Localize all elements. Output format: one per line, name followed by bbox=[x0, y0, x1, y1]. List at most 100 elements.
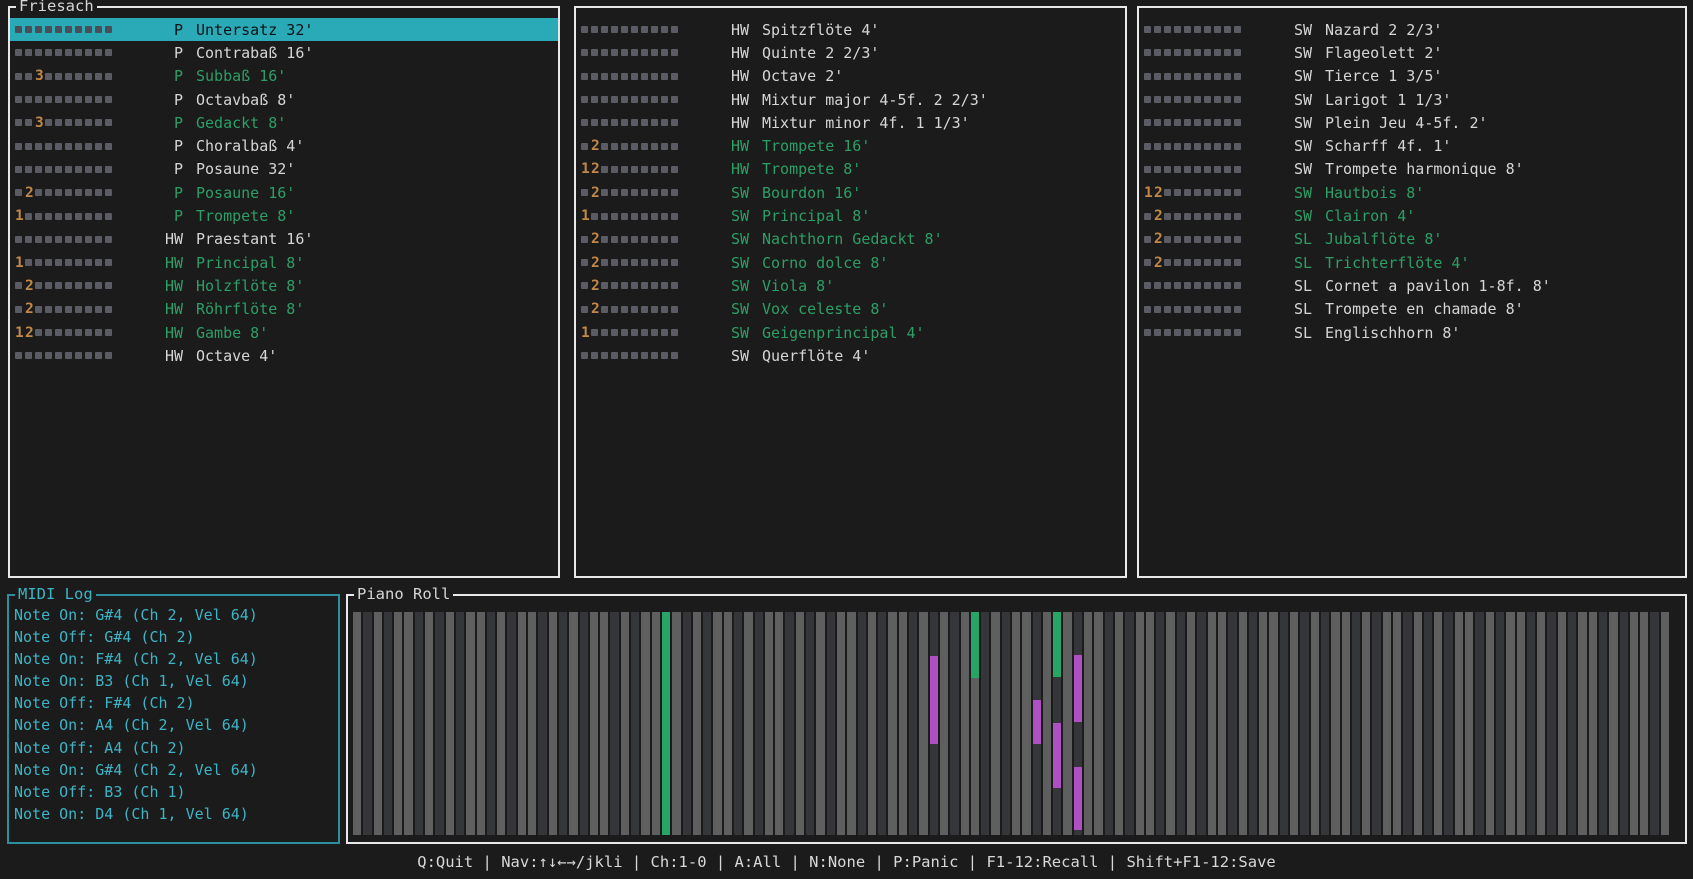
stop-row[interactable]: 2 SW Vox celeste 8' bbox=[576, 298, 1125, 321]
stop-row[interactable]: 3 P Gedackt 8' bbox=[10, 111, 558, 134]
stop-row[interactable]: SL Cornet a pavilon 1-8f. 8' bbox=[1139, 274, 1685, 297]
stop-row[interactable]: SW Larigot 1 1/3' bbox=[1139, 88, 1685, 111]
stop-row[interactable]: HW Octave 2' bbox=[576, 65, 1125, 88]
stop-row[interactable]: HW Quinte 2 2/3' bbox=[576, 41, 1125, 64]
stop-row[interactable]: SW Trompete harmonique 8' bbox=[1139, 158, 1685, 181]
piano-roll-white-key bbox=[353, 612, 362, 835]
meter-square bbox=[15, 26, 22, 34]
piano-roll-title: Piano Roll bbox=[354, 584, 454, 604]
meter-square bbox=[25, 235, 32, 243]
stop-row[interactable]: P Untersatz 32' bbox=[10, 18, 558, 42]
meter-square bbox=[641, 165, 648, 173]
stop-row[interactable]: SW Nazard 2 2/3' bbox=[1139, 18, 1685, 41]
stop-name: Octavbaß 8' bbox=[196, 90, 296, 109]
meter-square bbox=[15, 96, 22, 104]
meter-square bbox=[631, 119, 638, 127]
meter-square bbox=[601, 352, 608, 360]
stop-row[interactable]: HW Octave 4' bbox=[10, 344, 558, 367]
meter-square bbox=[65, 49, 72, 57]
stop-row[interactable]: 1 SW Principal 8' bbox=[576, 204, 1125, 227]
stop-row[interactable]: 1 2 HW Trompete 8' bbox=[576, 158, 1125, 181]
stop-name: Cornet a pavilon 1-8f. 8' bbox=[1325, 276, 1551, 295]
stop-row[interactable]: P Posaune 32' bbox=[10, 158, 558, 181]
piano-roll-black-key bbox=[806, 612, 815, 835]
channel-meter bbox=[15, 142, 114, 150]
stop-division: SW bbox=[1293, 183, 1312, 202]
meter-square bbox=[1234, 305, 1241, 313]
stop-row[interactable]: 2 SW Clairon 4' bbox=[1139, 204, 1685, 227]
stop-row[interactable]: HW Spitzflöte 4' bbox=[576, 18, 1125, 41]
note-bar-green bbox=[661, 612, 671, 835]
meter-square bbox=[641, 212, 648, 220]
stop-row[interactable]: 1 P Trompete 8' bbox=[10, 204, 558, 227]
meter-square bbox=[85, 165, 92, 173]
meter-square bbox=[15, 119, 22, 127]
stop-row[interactable]: 2 SW Corno dolce 8' bbox=[576, 251, 1125, 274]
stop-row[interactable]: 2 SL Trichterflöte 4' bbox=[1139, 251, 1685, 274]
meter-square bbox=[1174, 96, 1181, 104]
meter-square bbox=[45, 305, 52, 313]
stop-row[interactable]: 2 SW Viola 8' bbox=[576, 274, 1125, 297]
piano-roll-white-key bbox=[836, 612, 846, 835]
stop-row[interactable]: P Choralbaß 4' bbox=[10, 134, 558, 157]
stop-name: Holzflöte 8' bbox=[196, 276, 305, 295]
stop-row[interactable]: SW Tierce 1 3/5' bbox=[1139, 65, 1685, 88]
stop-row[interactable]: 1 2 HW Gambe 8' bbox=[10, 321, 558, 344]
stop-row[interactable]: SW Scharff 4f. 1' bbox=[1139, 134, 1685, 157]
stop-row[interactable]: 1 HW Principal 8' bbox=[10, 251, 558, 274]
stop-division: SW bbox=[1293, 67, 1312, 86]
stop-row[interactable]: 1 SW Geigenprincipal 4' bbox=[576, 321, 1125, 344]
stop-row[interactable]: HW Mixtur major 4-5f. 2 2/3' bbox=[576, 88, 1125, 111]
meter-square bbox=[1174, 259, 1181, 267]
meter-square bbox=[1224, 329, 1231, 336]
meter-square bbox=[95, 72, 102, 80]
stop-row[interactable]: 2 P Posaune 16' bbox=[10, 181, 558, 204]
piano-roll-black-key bbox=[507, 612, 516, 835]
meter-square bbox=[671, 189, 678, 197]
channel-meter: 2 bbox=[581, 301, 680, 317]
meter-square bbox=[15, 352, 22, 360]
stop-row[interactable]: 2 SL Jubalflöte 8' bbox=[1139, 228, 1685, 251]
meter-square bbox=[1214, 165, 1221, 173]
midi-log-line: Note On: D4 (Ch 1, Vel 64) bbox=[14, 804, 249, 823]
meter-square bbox=[105, 235, 112, 243]
stop-row[interactable]: HW Praestant 16' bbox=[10, 228, 558, 251]
stop-row[interactable]: 2 SW Nachthorn Gedackt 8' bbox=[576, 228, 1125, 251]
meter-square bbox=[1234, 329, 1241, 336]
meter-square bbox=[1214, 282, 1221, 290]
stop-division: P bbox=[173, 67, 183, 86]
stop-row[interactable]: P Contrabaß 16' bbox=[10, 41, 558, 64]
stop-division: HW bbox=[164, 276, 183, 295]
stop-row[interactable]: 2 SW Bourdon 16' bbox=[576, 181, 1125, 204]
meter-square bbox=[611, 142, 618, 150]
meter-square bbox=[105, 259, 112, 267]
stop-row[interactable]: SW Flageolett 2' bbox=[1139, 41, 1685, 64]
stop-name: Praestant 16' bbox=[196, 230, 314, 249]
channel-meter bbox=[15, 96, 114, 104]
meter-square bbox=[25, 352, 32, 360]
meter-square bbox=[85, 49, 92, 57]
stop-name: Corno dolce 8' bbox=[762, 253, 889, 272]
stop-row[interactable]: 3 P Subbaß 16' bbox=[10, 65, 558, 88]
stop-row[interactable]: SW Querflöte 4' bbox=[576, 344, 1125, 367]
stop-division: P bbox=[173, 20, 183, 39]
stop-row[interactable]: HW Mixtur minor 4f. 1 1/3' bbox=[576, 111, 1125, 134]
meter-square bbox=[35, 189, 42, 197]
piano-roll-black-key bbox=[1351, 612, 1361, 835]
piano-roll-black-key bbox=[733, 612, 743, 835]
stop-row[interactable]: 1 2 SW Hautbois 8' bbox=[1139, 181, 1685, 204]
stop-row[interactable]: 2 HW Röhrflöte 8' bbox=[10, 298, 558, 321]
meter-square bbox=[581, 49, 588, 57]
meter-square bbox=[1234, 72, 1241, 80]
piano-roll-white-key bbox=[1506, 612, 1515, 835]
stop-row[interactable]: SL Englischhorn 8' bbox=[1139, 321, 1685, 344]
stop-row[interactable]: SW Plein Jeu 4-5f. 2' bbox=[1139, 111, 1685, 134]
piano-roll-white-key bbox=[867, 612, 877, 835]
stop-row[interactable]: SL Trompete en chamade 8' bbox=[1139, 298, 1685, 321]
meter-square bbox=[35, 329, 42, 336]
channel-digit: 2 bbox=[1154, 231, 1163, 248]
stop-row[interactable]: P Octavbaß 8' bbox=[10, 88, 558, 111]
stop-row[interactable]: 2 HW Trompete 16' bbox=[576, 134, 1125, 157]
stop-row[interactable]: 2 HW Holzflöte 8' bbox=[10, 274, 558, 297]
meter-square bbox=[631, 329, 638, 336]
